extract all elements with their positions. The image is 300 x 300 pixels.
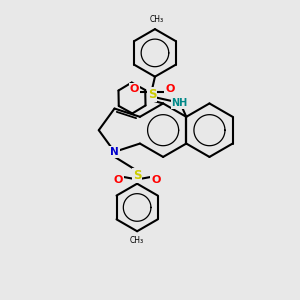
Text: CH₃: CH₃	[150, 15, 164, 24]
Text: NH: NH	[172, 98, 188, 108]
Text: O: O	[114, 175, 123, 185]
Text: CH₃: CH₃	[130, 236, 144, 245]
Text: O: O	[165, 84, 175, 94]
Text: O: O	[151, 175, 160, 185]
Text: O: O	[130, 84, 139, 94]
Text: S: S	[148, 88, 156, 101]
Text: N: N	[110, 147, 119, 157]
Text: S: S	[133, 169, 141, 182]
